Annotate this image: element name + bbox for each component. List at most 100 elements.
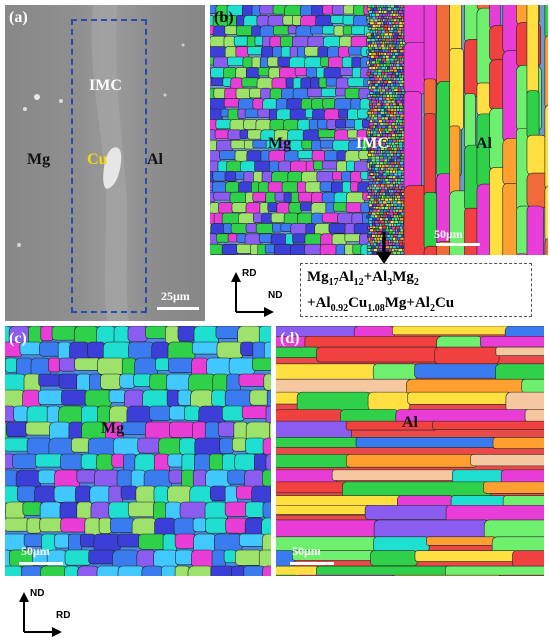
grain [280,35,295,48]
imc-region-dashed-box [71,19,147,313]
panel-b-imc-label: IMC [356,135,389,152]
grain [276,565,320,576]
grain [318,129,337,138]
grain [117,565,145,576]
grain [231,565,246,576]
grain [364,505,451,520]
grain [321,160,339,170]
grain [235,485,254,500]
grain [272,5,287,15]
grain [367,391,411,412]
grain [167,453,184,468]
grain [296,46,306,58]
grain [283,191,293,203]
grain [236,233,247,243]
panel-c-label: (c) [9,330,27,347]
grain [265,405,271,426]
grain [213,191,233,201]
formula-line-1: Mg17Al12+Al3Mg2 [307,269,419,288]
grain [51,326,78,341]
grain [212,181,228,194]
grain [335,119,348,129]
grain [403,5,427,45]
grain [60,517,88,533]
grain [12,453,39,469]
grain [325,202,335,215]
grain [213,212,224,225]
grain [261,517,271,538]
grain [319,243,338,255]
grain [213,56,230,69]
grain [258,233,273,243]
grain [5,437,30,452]
grain [492,436,544,450]
grain [311,150,327,162]
grain [331,233,347,246]
grain [121,421,149,435]
grain [179,437,197,456]
grain [167,485,193,504]
grain [290,243,307,255]
axis-rd-label: RD [242,268,257,279]
grain [211,77,225,86]
grain [224,501,249,517]
grain [230,223,248,234]
grain [274,191,286,202]
grain [48,357,61,373]
grain [228,357,256,375]
grain [77,565,100,576]
grain [221,243,239,255]
grain [173,517,196,537]
grain [526,205,544,255]
panel-d-scale-text: 50μm [292,544,321,558]
grain [213,87,227,99]
grain [311,98,325,110]
grain [304,181,322,193]
grain [168,357,195,373]
grain [449,48,464,131]
grain [223,549,237,564]
grain [184,405,201,422]
grain [407,391,512,405]
grain [60,453,84,470]
grain [144,421,173,440]
grain [341,56,354,68]
grain [192,469,208,489]
grain [304,46,320,57]
grain [276,505,371,515]
grain [240,341,255,356]
grain [512,550,544,568]
grain [168,405,187,421]
panel-d-scale-bar [290,562,334,565]
grain [278,160,292,173]
grain [117,533,142,548]
grain [304,243,323,255]
grain [234,453,257,471]
grain [251,5,261,17]
grain [127,326,148,343]
grain [263,373,271,391]
grain [221,405,245,422]
grain [37,469,57,484]
grain [75,485,92,504]
grain [267,181,284,194]
grain [162,533,177,553]
grain [174,533,196,549]
grain [277,56,291,67]
grain [210,243,224,255]
grain [264,243,276,254]
grain [252,357,271,371]
grain [355,436,501,448]
grain [35,453,64,468]
grain [245,501,266,518]
grain [544,5,548,39]
grain [276,436,362,448]
grain [333,25,345,37]
grain [316,565,453,576]
grain [276,454,353,468]
grain [397,253,403,255]
grain [324,150,339,161]
grain [261,533,271,554]
panel-b-scale-bar [436,243,480,246]
grain [214,129,230,140]
